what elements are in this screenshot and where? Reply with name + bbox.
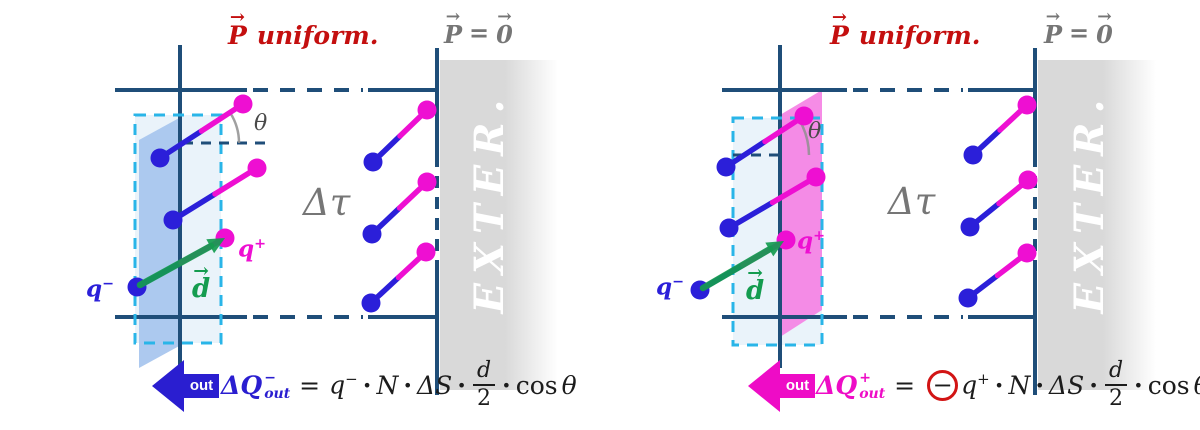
- diagram-negative: [115, 45, 558, 412]
- dipole: [719, 167, 826, 238]
- circled-minus-sign: −: [927, 369, 959, 401]
- negative-charge-dot: [361, 293, 381, 313]
- negative-charge-dot: [716, 157, 736, 177]
- q-plus-label: q+: [797, 227, 826, 255]
- negative-charge-dot: [150, 148, 170, 168]
- equals-sign: =: [469, 17, 490, 47]
- negative-charge-dot: [362, 224, 382, 244]
- dipole: [362, 172, 437, 244]
- dipole: [960, 170, 1038, 237]
- equals-sign: =: [894, 370, 916, 400]
- half-displacement-fraction: d 2: [472, 358, 496, 411]
- angle-theta-label: θ: [254, 111, 268, 136]
- swept-band-negative: [139, 117, 181, 368]
- positive-charge-dot: [233, 94, 253, 114]
- surface-element-outline: [133, 113, 223, 345]
- displacement-arrow-shaft: [136, 242, 215, 289]
- p-vector-symbol: → P: [1044, 7, 1063, 49]
- panel-negative-flux: → P uniform. → P = → 0 EXTER. θ Δτ q+ q−: [86, 7, 577, 412]
- exterior-watermark: EXTER.: [1066, 90, 1113, 314]
- positive-charge-dot: [1017, 243, 1037, 263]
- angle-theta-label: θ: [808, 119, 822, 144]
- delta-q-out-term: ΔQ + out: [816, 369, 886, 402]
- charge-term: q−: [329, 370, 358, 400]
- exterior-region: [1038, 60, 1156, 390]
- q-minus-label: q−: [86, 275, 115, 303]
- charge-term: q+: [961, 370, 990, 400]
- exterior-region: [440, 60, 558, 390]
- surface-term: ΔS: [1049, 370, 1085, 400]
- positive-charge-dot: [1018, 170, 1038, 190]
- angle-arc: [228, 111, 241, 144]
- equals-sign: =: [1069, 17, 1090, 47]
- zero-vector-symbol: → 0: [1096, 7, 1113, 49]
- negative-charge-dot: [963, 145, 983, 165]
- displacement-arrow-shaft: [699, 245, 774, 292]
- dipole: [716, 106, 814, 177]
- negative-charge-dot: [719, 218, 739, 238]
- polarization-uniform-label: → P uniform.: [830, 7, 981, 50]
- density-term: N: [1008, 370, 1031, 400]
- density-term: N: [376, 370, 399, 400]
- displacement-arrow-head: [206, 238, 225, 254]
- zero-vector-symbol: → 0: [496, 7, 513, 49]
- half-displacement-fraction: d 2: [1104, 358, 1128, 411]
- displacement-vector-label: → d: [192, 260, 211, 305]
- positive-charge-dot: [417, 172, 437, 192]
- positive-charge-dot: [1017, 95, 1037, 115]
- equals-sign: =: [299, 370, 321, 400]
- negative-charge-dot: [958, 288, 978, 308]
- q-minus-label: q−: [656, 273, 685, 301]
- out-flux-arrow: [748, 360, 815, 412]
- swept-band-positive: [780, 90, 822, 337]
- positive-charge-dot: [247, 158, 267, 178]
- positive-charge-dot: [794, 106, 814, 126]
- delta-q-out-term: ΔQ − out: [221, 369, 291, 402]
- flux-formula-negative: ΔQ − out = q− · N · ΔS · d 2 · cos θ: [221, 357, 577, 411]
- surface-term: ΔS: [417, 370, 453, 400]
- p-vector-symbol: → P: [830, 7, 849, 50]
- panel-positive-flux: → P uniform. → P = → 0 EXTER. θ Δτ q+ q−: [600, 0, 1200, 430]
- dipole: [963, 95, 1037, 165]
- displacement-vector-label: → d: [746, 262, 765, 307]
- positive-charge-dot: [416, 242, 436, 262]
- negative-charge-dot: [960, 217, 980, 237]
- uniform-word: uniform.: [858, 21, 981, 50]
- displacement-arrow-head: [765, 241, 784, 257]
- exterior-field-label: → P = → 0: [444, 7, 513, 49]
- volume-element-label: Δτ: [888, 180, 936, 223]
- negative-charge-dot: [163, 210, 183, 230]
- q-plus-label: q+: [238, 235, 267, 263]
- volume-element-label: Δτ: [303, 181, 351, 224]
- dipole: [150, 94, 253, 168]
- polarization-uniform-label: → P uniform.: [228, 7, 379, 50]
- negative-charge-dot: [363, 152, 383, 172]
- dipole: [958, 243, 1037, 308]
- positive-charge-dot: [417, 100, 437, 120]
- out-flux-arrow: [152, 360, 219, 412]
- dipole: [363, 100, 437, 172]
- dipole: [163, 158, 267, 230]
- dipole: [361, 242, 436, 313]
- p-vector-symbol: → P: [444, 7, 463, 49]
- out-arrow-label: out: [189, 377, 214, 394]
- out-arrow-label: out: [785, 377, 810, 394]
- p-vector-symbol: → P: [228, 7, 247, 50]
- exterior-field-label: → P = → 0: [1044, 7, 1113, 49]
- positive-charge-dot: [806, 167, 826, 187]
- exterior-watermark: EXTER.: [466, 90, 513, 314]
- diagram-positive: [690, 45, 1156, 412]
- uniform-word: uniform.: [256, 21, 379, 50]
